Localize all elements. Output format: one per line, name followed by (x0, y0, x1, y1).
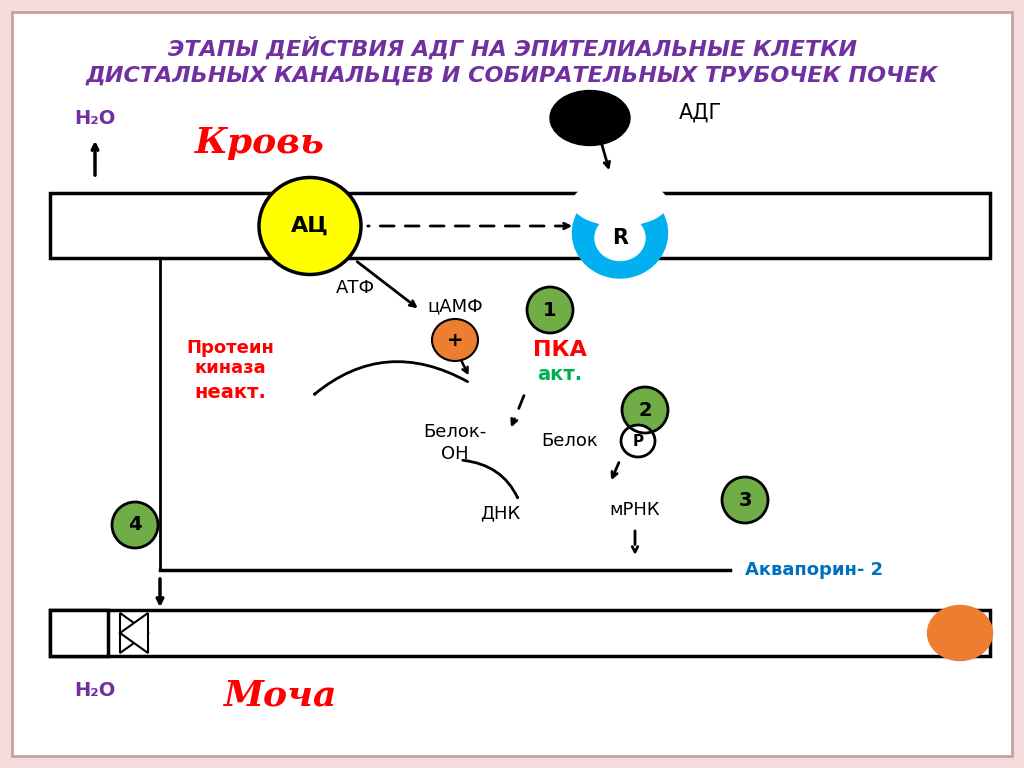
Polygon shape (120, 613, 148, 653)
Text: акт.: акт. (538, 366, 583, 385)
Text: R: R (612, 228, 628, 248)
Ellipse shape (550, 91, 630, 145)
Ellipse shape (260, 178, 360, 273)
Text: Протеин: Протеин (186, 339, 274, 357)
Ellipse shape (113, 503, 157, 547)
Ellipse shape (528, 288, 572, 332)
Ellipse shape (572, 180, 668, 226)
FancyArrowPatch shape (314, 362, 468, 394)
Ellipse shape (928, 605, 992, 660)
Text: Р: Р (633, 433, 643, 449)
Text: H₂O: H₂O (75, 108, 116, 127)
Text: АДГ: АДГ (678, 103, 722, 123)
Text: неакт.: неакт. (195, 383, 266, 402)
Ellipse shape (572, 188, 668, 278)
Text: 3: 3 (738, 491, 752, 509)
Text: Моча: Моча (223, 679, 337, 713)
Text: Кровь: Кровь (195, 126, 325, 160)
Text: 2: 2 (638, 400, 652, 419)
Text: АЦ: АЦ (291, 216, 329, 236)
FancyArrowPatch shape (463, 460, 517, 498)
Text: киназа: киназа (195, 359, 266, 377)
Ellipse shape (433, 320, 477, 360)
Polygon shape (120, 613, 148, 653)
Text: цАМФ: цАМФ (427, 297, 483, 315)
Text: Белок-
ОН: Белок- ОН (423, 423, 486, 463)
Text: 4: 4 (128, 515, 141, 535)
Text: мРНК: мРНК (609, 501, 660, 519)
Text: Белок: Белок (542, 432, 598, 450)
Text: +: + (446, 330, 463, 349)
Bar (50, 610, 108, 656)
Text: Аквапорин- 2: Аквапорин- 2 (745, 561, 883, 579)
Text: ДНК: ДНК (480, 504, 520, 522)
Ellipse shape (595, 216, 645, 260)
Text: АТФ: АТФ (336, 279, 375, 297)
Ellipse shape (622, 426, 654, 456)
Text: ДИСТАЛЬНЫХ КАНАЛЬЦЕВ И СОБИРАТЕЛЬНЫХ ТРУБОЧЕК ПОЧЕК: ДИСТАЛЬНЫХ КАНАЛЬЦЕВ И СОБИРАТЕЛЬНЫХ ТРУ… (86, 66, 938, 86)
Ellipse shape (723, 478, 767, 522)
Text: ЭТАПЫ ДЕЙСТВИЯ АДГ НА ЭПИТЕЛИАЛЬНЫЕ КЛЕТКИ: ЭТАПЫ ДЕЙСТВИЯ АДГ НА ЭПИТЕЛИАЛЬНЫЕ КЛЕТ… (168, 36, 856, 60)
Bar (50, 193, 990, 258)
Text: ПКА: ПКА (534, 340, 587, 360)
Ellipse shape (623, 388, 667, 432)
Text: H₂O: H₂O (75, 680, 116, 700)
Text: 1: 1 (543, 300, 557, 319)
Bar (50, 610, 990, 656)
